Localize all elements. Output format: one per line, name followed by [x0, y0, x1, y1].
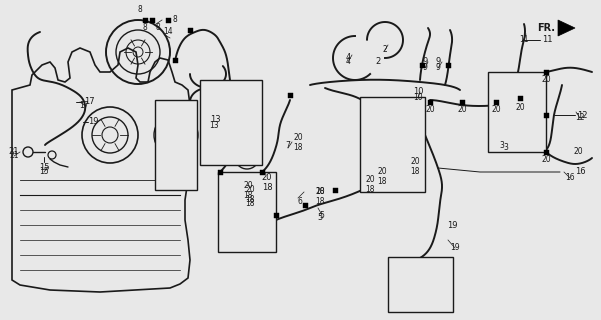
Text: 18: 18: [410, 167, 419, 177]
Text: 6: 6: [297, 197, 302, 206]
FancyBboxPatch shape: [218, 172, 276, 252]
Text: 21: 21: [9, 151, 19, 161]
Text: 9: 9: [436, 63, 441, 73]
Bar: [142, 18, 147, 22]
Text: 20: 20: [262, 173, 272, 182]
Text: 12: 12: [575, 114, 585, 123]
Text: 18: 18: [245, 199, 255, 209]
Text: 14: 14: [163, 28, 173, 36]
Text: 20: 20: [293, 133, 303, 142]
Text: 20: 20: [365, 175, 375, 185]
Bar: [188, 28, 192, 33]
Text: 13: 13: [210, 116, 221, 124]
Text: 19: 19: [450, 244, 460, 252]
Bar: [273, 212, 278, 218]
Bar: [543, 69, 549, 75]
Text: 3: 3: [499, 140, 504, 149]
Text: 20: 20: [515, 103, 525, 113]
Text: 17: 17: [84, 98, 94, 107]
Text: 11: 11: [519, 36, 529, 44]
Text: 4: 4: [346, 58, 350, 67]
Bar: [543, 149, 549, 155]
Bar: [419, 62, 424, 68]
Text: 20: 20: [315, 188, 325, 196]
Bar: [260, 170, 264, 174]
Bar: [287, 92, 293, 98]
Text: 10: 10: [413, 93, 423, 102]
Text: 20: 20: [541, 156, 551, 164]
Text: 15: 15: [38, 164, 49, 172]
FancyBboxPatch shape: [200, 80, 262, 165]
Text: 8: 8: [142, 23, 147, 33]
Text: 8: 8: [156, 23, 160, 33]
Text: 20: 20: [410, 157, 420, 166]
Text: 5: 5: [320, 211, 325, 220]
Text: 2: 2: [383, 45, 388, 54]
Text: 9: 9: [423, 63, 427, 73]
Text: 10: 10: [413, 87, 423, 97]
Bar: [517, 95, 522, 100]
Text: 20: 20: [425, 106, 435, 115]
Text: 11: 11: [542, 36, 552, 44]
Bar: [493, 100, 498, 105]
Bar: [332, 188, 338, 193]
Text: 19: 19: [447, 220, 457, 229]
Polygon shape: [558, 20, 575, 36]
Text: 18: 18: [245, 196, 255, 204]
Text: 7: 7: [285, 140, 290, 149]
Text: 16: 16: [565, 173, 575, 182]
FancyBboxPatch shape: [488, 72, 546, 152]
Text: 16: 16: [575, 167, 585, 177]
Bar: [165, 18, 171, 22]
Text: 17: 17: [79, 100, 89, 109]
Text: 15: 15: [39, 167, 49, 177]
Text: 18: 18: [365, 186, 375, 195]
Bar: [427, 100, 433, 105]
Text: 9: 9: [423, 58, 428, 67]
Text: 3: 3: [504, 143, 508, 153]
Text: 18: 18: [316, 188, 325, 196]
Text: 18: 18: [316, 197, 325, 206]
Bar: [218, 170, 222, 174]
Text: 20: 20: [377, 167, 387, 177]
Text: 18: 18: [293, 143, 303, 153]
Text: 18: 18: [377, 178, 387, 187]
Text: 20: 20: [243, 180, 253, 189]
FancyBboxPatch shape: [388, 257, 453, 312]
Text: FR.: FR.: [537, 23, 555, 33]
Text: 5: 5: [317, 212, 323, 221]
Text: 12: 12: [577, 110, 588, 119]
Bar: [543, 113, 549, 117]
FancyBboxPatch shape: [155, 100, 197, 190]
Text: 20: 20: [573, 148, 583, 156]
Text: 4: 4: [346, 53, 350, 62]
Text: 9: 9: [435, 58, 441, 67]
Text: 13: 13: [209, 121, 219, 130]
FancyBboxPatch shape: [360, 97, 425, 192]
Bar: [460, 100, 465, 105]
Text: 20: 20: [245, 186, 255, 195]
Text: 8: 8: [172, 15, 177, 25]
Bar: [172, 58, 177, 62]
Bar: [150, 18, 154, 22]
Bar: [445, 62, 451, 68]
Bar: [302, 203, 308, 207]
Text: 19: 19: [88, 117, 99, 126]
Text: 2: 2: [376, 58, 380, 67]
Text: 18: 18: [261, 183, 272, 193]
Text: 20: 20: [457, 106, 467, 115]
Text: 18: 18: [243, 190, 253, 199]
Text: 20: 20: [491, 106, 501, 115]
Text: 8: 8: [138, 5, 142, 14]
Text: 20: 20: [541, 76, 551, 84]
Text: 21: 21: [9, 148, 19, 156]
